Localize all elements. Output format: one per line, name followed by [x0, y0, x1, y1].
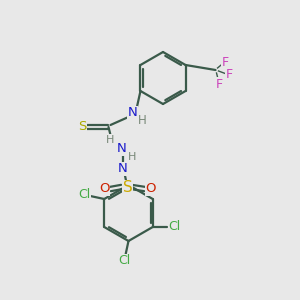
Text: H: H — [128, 152, 137, 162]
Text: S: S — [78, 121, 87, 134]
Text: F: F — [216, 77, 223, 91]
Text: H: H — [138, 115, 147, 128]
Text: Cl: Cl — [169, 220, 181, 233]
Text: Cl: Cl — [118, 254, 130, 268]
Text: F: F — [226, 68, 233, 80]
Text: O: O — [99, 182, 110, 196]
Text: S: S — [123, 181, 132, 196]
Text: N: N — [128, 106, 137, 119]
Text: N: N — [117, 142, 126, 155]
Text: O: O — [145, 182, 156, 196]
Text: Cl: Cl — [78, 188, 90, 202]
Text: F: F — [222, 56, 229, 68]
Text: H: H — [106, 135, 115, 145]
Text: N: N — [118, 163, 128, 176]
